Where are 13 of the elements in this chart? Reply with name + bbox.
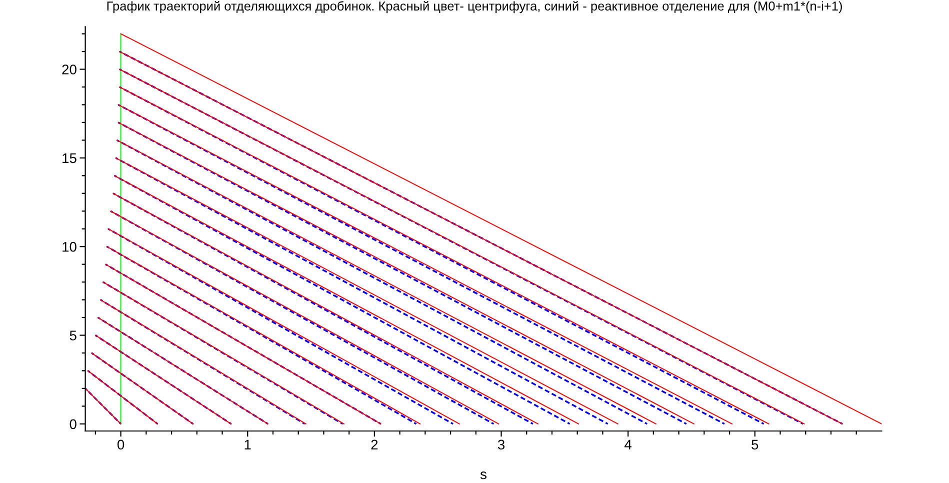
x-tick-label: 2 [371,440,378,450]
x-tick-label: 3 [498,440,505,450]
y-tick-label: 15 [62,153,76,164]
x-axis-title: s [480,472,486,480]
chart-title: График траекторий отделяющихся дробинок. Красный цвет- центрифуга, синий - реактивное отделение для (M0+m1*(n-i+1) [107,0,842,14]
y-tick-label: 10 [62,242,76,252]
x-tick-label: 1 [244,440,251,450]
x-tick-label: 5 [752,440,758,450]
y-tick-label: 0 [70,419,76,430]
x-tick-label: 0 [117,440,124,450]
y-tick-label: 20 [62,64,76,74]
x-tick-label: 4 [624,440,632,450]
y-tick-label: 5 [70,330,76,340]
